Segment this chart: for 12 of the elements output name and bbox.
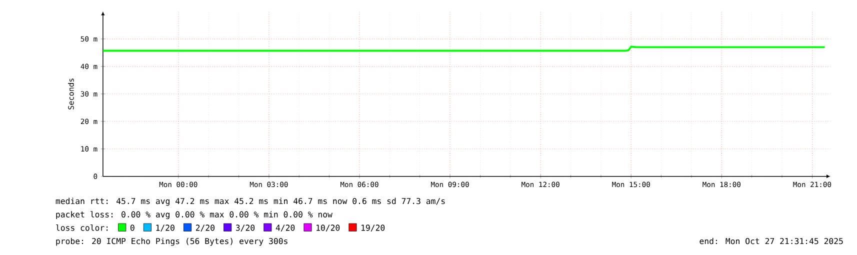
legend-label: 0 (130, 224, 134, 232)
legend-label: 4/20 (276, 224, 295, 232)
legend-label: 2/20 (196, 224, 214, 232)
text: probe: 20 ICMP Echo Pings (56 Bytes) every 300s (56, 238, 288, 246)
legend-label: 10/20 (316, 224, 340, 232)
text: loss color: (56, 224, 108, 232)
legend-label: 19/20 (362, 224, 385, 232)
legend-label: 1/20 (156, 224, 174, 232)
text: packet loss: 0.00 % avg 0.00 % max 0.00 % min 0.00 % now (56, 211, 332, 220)
legend-label: 3/20 (236, 224, 255, 232)
text: median rtt: 45.7 ms avg 47.2 ms max 45.2 ms min 46.7 ms now 0.6 ms sd 77.3 am/s (56, 198, 445, 206)
text: end: Mon Oct 27 21:31:45 2025 (700, 238, 843, 244)
